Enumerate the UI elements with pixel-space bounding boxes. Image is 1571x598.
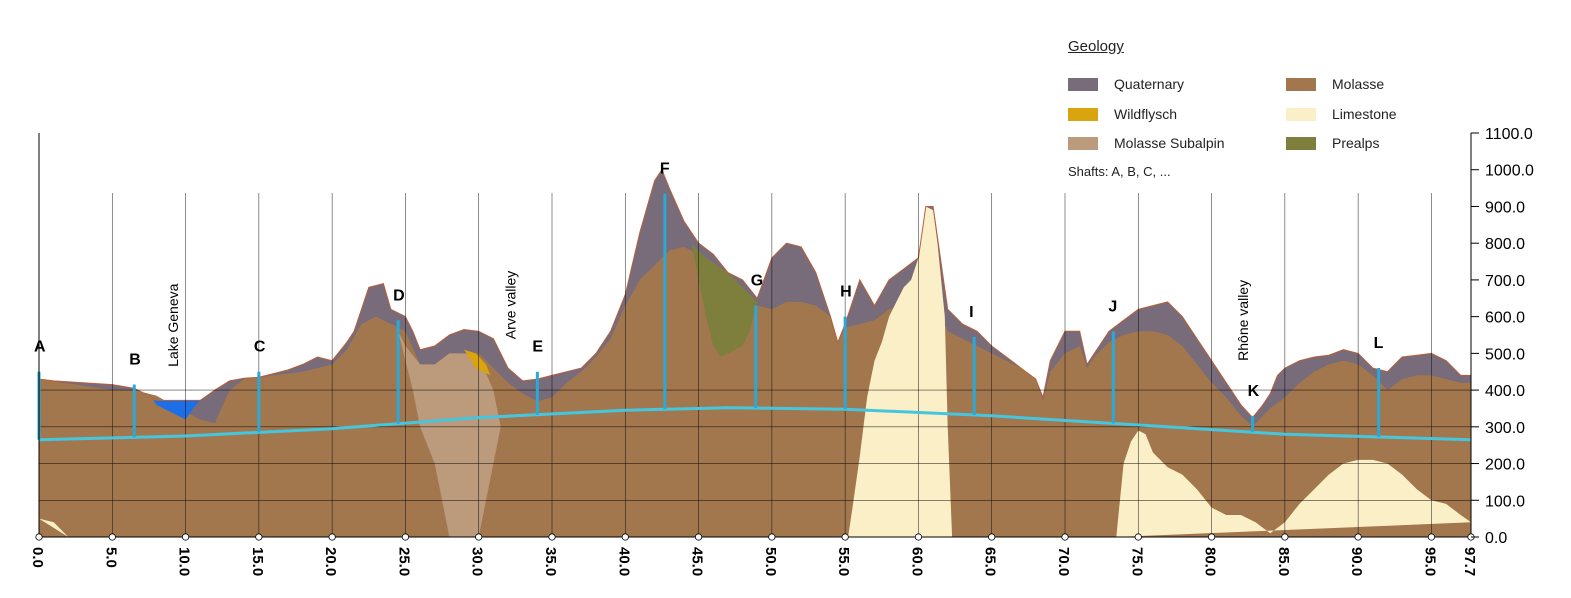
x-tick-label: 20.0	[322, 547, 339, 576]
legend-item-molasse: Molasse	[1286, 76, 1384, 92]
legend-item-wildflysch: Wildflysch	[1068, 106, 1177, 122]
legend-item-prealps: Prealps	[1286, 135, 1379, 151]
shaft-label-j: J	[1108, 298, 1117, 315]
legend-title: Geology	[1068, 38, 1124, 55]
x-tick-mark	[841, 533, 849, 541]
shaft-label-b: B	[129, 352, 141, 369]
x-tick-mark	[1354, 533, 1362, 541]
x-tick-mark	[1134, 533, 1142, 541]
shaft-label-d: D	[393, 287, 405, 304]
annotation-arve-valley: Arve valley	[502, 271, 518, 339]
x-tick-mark	[1061, 533, 1069, 541]
x-tick-mark	[475, 533, 483, 541]
y-tick-label: 800.0	[1485, 236, 1525, 253]
legend-item-molasse-subalpin: Molasse Subalpin	[1068, 135, 1225, 151]
x-tick-label: 70.0	[1055, 547, 1072, 576]
shaft-label-a: A	[34, 339, 46, 356]
x-tick-mark	[694, 533, 703, 541]
y-tick-label: 1100.0	[1485, 126, 1533, 143]
x-tick-mark	[914, 533, 923, 541]
x-tick-label: 45.0	[689, 547, 706, 576]
x-tick-mark	[1207, 533, 1216, 541]
x-tick-mark	[35, 533, 43, 541]
legend-swatch-limestone	[1286, 107, 1316, 121]
x-tick-mark	[1427, 533, 1436, 541]
x-tick-mark	[548, 533, 556, 541]
x-tick-label: 5.0	[102, 547, 119, 568]
prealps-area	[691, 243, 758, 357]
y-tick-label: 400.0	[1485, 383, 1525, 400]
y-tick-label: 700.0	[1485, 273, 1525, 290]
legend-swatch-molasse-subalpin	[1068, 136, 1098, 150]
x-tick-label: 10.0	[176, 547, 193, 576]
tunnel-line	[38, 406, 1472, 442]
shaft-label-h: H	[840, 284, 852, 301]
x-tick-label: 35.0	[542, 547, 559, 576]
x-tick-label: 80.0	[1202, 547, 1219, 576]
y-tick-label: 100.0	[1485, 493, 1525, 510]
molasse-subalpin-area	[398, 331, 501, 537]
legend-swatch-wildflysch	[1068, 107, 1098, 121]
y-tick-label: 200.0	[1485, 457, 1525, 474]
legend-item-limestone: Limestone	[1286, 106, 1397, 122]
x-tick-label: 0.0	[29, 547, 46, 568]
wildflysch-area	[464, 349, 491, 376]
limestone-area	[1116, 430, 1471, 537]
y-tick-label: 600.0	[1485, 310, 1525, 327]
terrain-surface-line	[38, 168, 1471, 419]
x-tick-mark	[328, 533, 336, 541]
y-tick-label: 300.0	[1485, 420, 1525, 437]
x-tick-mark	[1281, 533, 1289, 541]
x-tick-mark	[621, 533, 629, 541]
x-tick-label: 95.0	[1421, 547, 1438, 576]
x-tick-label: 85.0	[1275, 547, 1292, 576]
y-tick-label: 1000.0	[1485, 163, 1534, 180]
shaft-label-f: F	[660, 161, 670, 178]
x-tick-label: 50.0	[762, 547, 779, 576]
legend-swatch-molasse	[1286, 77, 1316, 91]
legend-swatch-quaternary	[1068, 77, 1098, 91]
legend-label: Quaternary	[1114, 76, 1185, 92]
x-tick-label: 40.0	[615, 547, 632, 576]
x-tick-label: 97.7	[1461, 547, 1478, 576]
legend-label: Wildflysch	[1114, 106, 1178, 122]
legend-label: Limestone	[1332, 106, 1397, 122]
legend-label: Molasse	[1332, 76, 1385, 92]
shaft-label-c: C	[254, 339, 266, 356]
x-tick-mark	[401, 533, 410, 541]
shaft-label-l: L	[1374, 335, 1384, 352]
shaft-label-i: I	[969, 304, 973, 321]
annotation-rh-ne-valley: Rhône valley	[1235, 280, 1251, 361]
x-tick-mark	[108, 533, 116, 541]
x-tick-label: 55.0	[835, 547, 852, 576]
legend: Geology Quaternary Molasse Wildflysch Li…	[1068, 38, 1408, 188]
legend-note-shafts: Shafts: A, B, C, ...	[1068, 164, 1171, 179]
x-tick-mark	[181, 533, 190, 541]
x-tick-mark	[768, 533, 776, 541]
annotation-lake-geneva: Lake Geneva	[165, 283, 181, 366]
x-tick-mark	[988, 533, 996, 541]
y-tick-label: 900.0	[1485, 199, 1525, 216]
limestone-area	[848, 206, 953, 537]
legend-label: Molasse Subalpin	[1114, 135, 1225, 151]
x-tick-label: 15.0	[249, 547, 266, 576]
x-tick-label: 90.0	[1348, 547, 1365, 576]
legend-swatch-prealps	[1286, 136, 1316, 150]
legend-label: Prealps	[1332, 135, 1380, 151]
x-tick-mark	[255, 533, 263, 541]
shaft-label-e: E	[532, 339, 543, 356]
shaft-label-g: G	[751, 273, 763, 290]
limestone-area	[39, 518, 69, 537]
x-tick-label: 75.0	[1128, 547, 1145, 576]
shaft-label-k: K	[1248, 383, 1260, 400]
y-tick-label: 500.0	[1485, 346, 1525, 363]
x-tick-label: 65.0	[982, 547, 999, 576]
lake-water	[153, 400, 201, 420]
legend-item-quaternary: Quaternary	[1068, 76, 1184, 92]
y-tick-label: 0.0	[1485, 530, 1507, 547]
x-tick-label: 60.0	[908, 547, 925, 576]
x-tick-label: 25.0	[395, 547, 412, 576]
x-tick-label: 30.0	[469, 547, 486, 576]
